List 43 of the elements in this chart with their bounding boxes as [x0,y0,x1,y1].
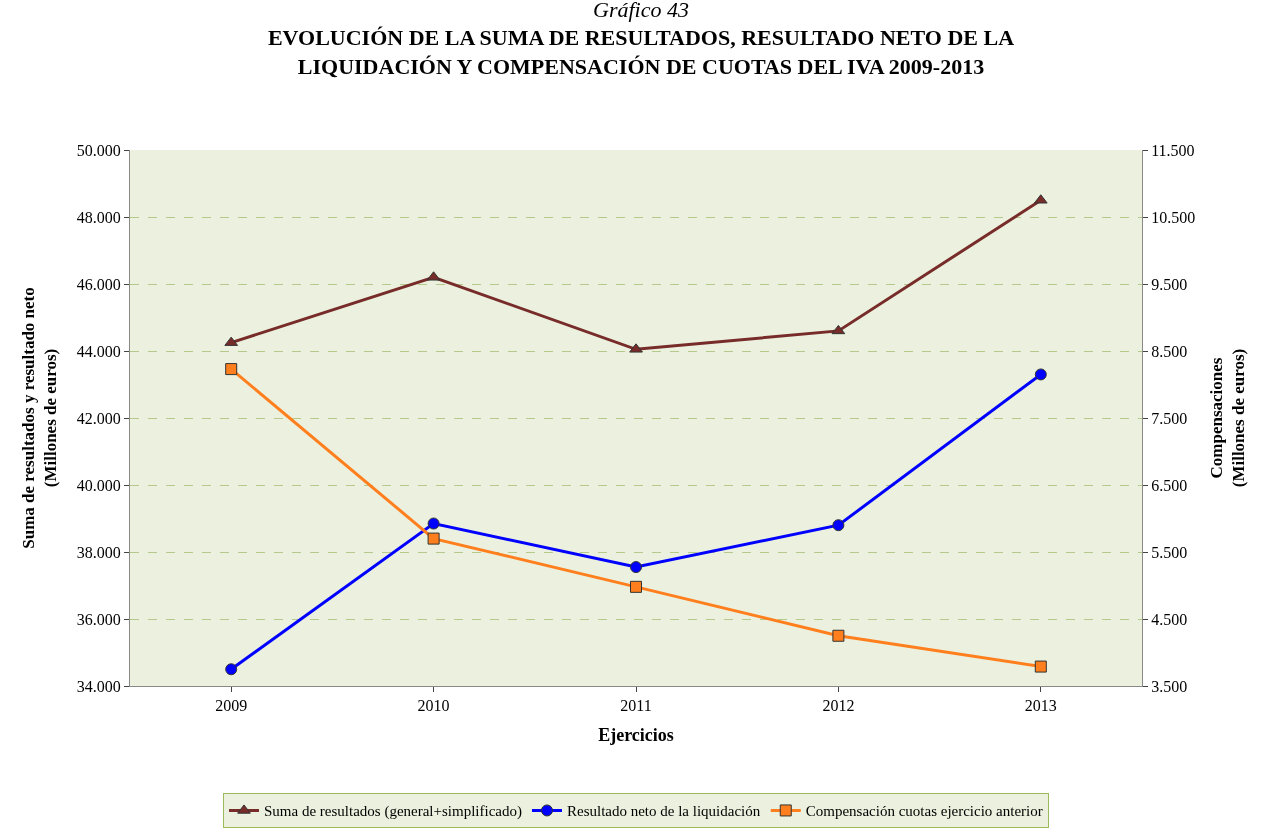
chart-subtitle: EVOLUCIÓN DE LA SUMA DE RESULTADOS, RESULTADO NETO DE LA LIQUIDACIÓN Y COMPENSACIÓN DE CUOTAS DEL IVA 2009-2013 [267,25,1015,79]
point [427,517,440,530]
point [630,561,642,574]
y2-tick-label: 4.500 [1151,610,1188,628]
point [225,363,238,376]
chart-title: Gráfico 43 [593,0,689,22]
y-tick-label: 36.000 [76,610,121,628]
legend-label: Compensación cuotas ejercicio anterior [805,803,1043,820]
y-tick-label: 48.000 [76,208,121,226]
x-tick-label: 2012 [822,697,855,715]
y2-tick-label: 10.500 [1151,208,1196,226]
point [1034,660,1047,673]
legend-label: Resultado neto de la liquidación [566,803,761,820]
y-tick-label: 44.000 [76,342,121,360]
y2-tick-label: 11.500 [1151,141,1195,159]
point [831,324,846,335]
point [630,580,642,593]
y2-axis-title: Compensaciones (Millones de euros) [1206,348,1248,488]
y2-tick-label: 7.500 [1151,409,1188,427]
y2-tick-label: 5.500 [1151,543,1188,561]
x-axis-title: Ejercicios [598,725,674,746]
y2-tick-label: 6.500 [1151,476,1188,494]
point [225,663,238,676]
y2-tick-label: 8.500 [1151,342,1188,360]
x-tick-label: 2010 [417,697,450,715]
y2-tick-label: 3.500 [1151,677,1188,695]
y-tick-label: 50.000 [76,141,121,159]
y-tick-label: 42.000 [76,409,121,427]
x-tick-label: 2011 [620,697,652,715]
y-tick-label: 40.000 [76,476,121,494]
point [832,519,845,532]
y-axis-title: Suma de resultados y resultado neto (Millones de euros) [19,287,61,549]
x-tick-label: 2013 [1024,697,1057,715]
point [832,629,845,642]
point [427,532,440,545]
y-tick-label: 46.000 [76,275,121,293]
legend-label: Suma de resultados (general+simplificado) [264,803,522,821]
y-tick-label: 34.000 [76,677,121,695]
y-tick-label: 38.000 [76,543,121,561]
point [629,343,643,353]
y2-tick-label: 9.500 [1151,275,1188,293]
point [1034,368,1047,381]
x-tick-label: 2009 [215,697,248,715]
